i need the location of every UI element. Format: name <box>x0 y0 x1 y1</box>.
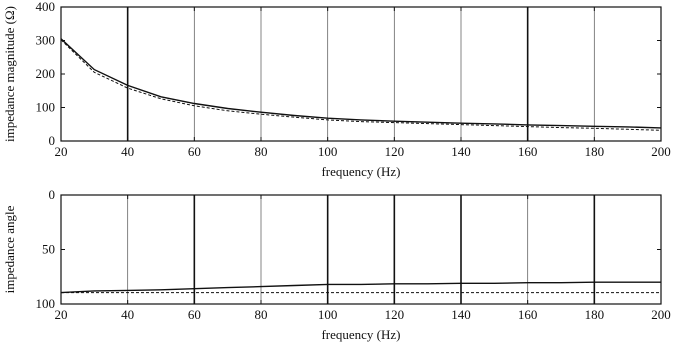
x-tick-label: 180 <box>585 144 605 159</box>
x-tick-label: 40 <box>121 307 134 322</box>
x-tick-label: 100 <box>318 144 338 159</box>
y-tick-label: 0 <box>49 187 56 202</box>
series-line-dashed <box>60 39 662 131</box>
y-tick-label: 100 <box>36 296 56 311</box>
x-tick-label: 160 <box>518 307 538 322</box>
y-tick-label: 100 <box>36 100 56 115</box>
y-tick-label: 300 <box>36 33 56 48</box>
x-tick-label: 140 <box>451 144 471 159</box>
x-tick-label: 80 <box>255 307 268 322</box>
x-tick-label: 140 <box>451 307 471 322</box>
x-tick-label: 120 <box>385 144 405 159</box>
x-axis-label: frequency (Hz) <box>321 327 400 342</box>
chart-1: 20 40 60 80 100 120 140 160 180 200 0 100 200 300 400 f… <box>2 0 671 179</box>
x-tick-label: 180 <box>585 307 605 322</box>
plot-frame <box>60 6 662 142</box>
x-tick-label: 60 <box>188 307 201 322</box>
y-tick-label: 0 <box>49 133 56 148</box>
y-tick-label: 400 <box>36 0 56 14</box>
x-tick-label: 120 <box>385 307 405 322</box>
series-line-solid <box>60 38 662 129</box>
y-axis-label: impedance angle <box>2 205 17 293</box>
series-line-solid <box>60 281 661 294</box>
x-tick-label: 20 <box>55 144 68 159</box>
x-tick-label: 160 <box>518 144 538 159</box>
y-tick-label: 50 <box>42 242 55 257</box>
x-axis-label: frequency (Hz) <box>321 164 400 179</box>
x-tick-label: 60 <box>188 144 201 159</box>
x-tick-label: 20 <box>55 307 68 322</box>
y-axis-label: impedance magnitude (Ω) <box>2 6 17 142</box>
x-tick-label: 200 <box>651 307 671 322</box>
x-tick-label: 200 <box>651 144 671 159</box>
x-tick-label: 100 <box>318 307 338 322</box>
x-tick-label: 40 <box>121 144 134 159</box>
x-tick-label: 80 <box>255 144 268 159</box>
y-tick-label: 200 <box>36 66 56 81</box>
plot-frame <box>60 194 662 305</box>
chart-2: 20 40 60 80 100 120 140 160 180 200 0 50 100 frequenc… <box>2 187 671 342</box>
